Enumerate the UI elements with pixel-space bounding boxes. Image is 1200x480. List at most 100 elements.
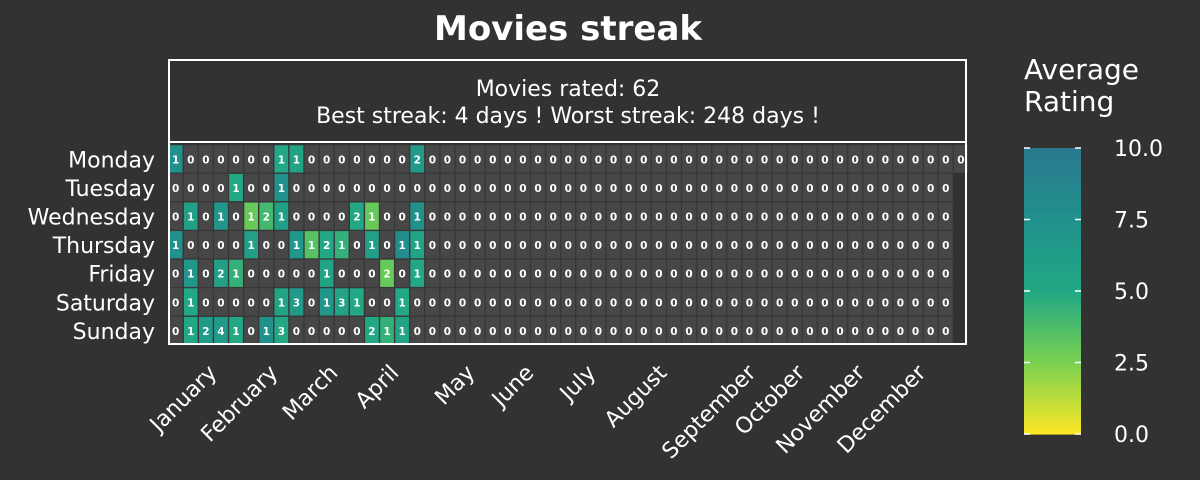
colorbar-step [1024, 262, 1081, 266]
cell-count-label: 0 [670, 212, 677, 224]
heatmap-cell [243, 259, 259, 288]
heatmap-cell [319, 287, 335, 317]
heatmap-cell [470, 230, 486, 259]
heatmap-cell [515, 230, 531, 259]
cell-count-label: 0 [776, 240, 783, 252]
heatmap-cell [379, 230, 395, 259]
cell-count-label: 0 [882, 212, 889, 224]
cell-count-label: 0 [580, 240, 587, 252]
heatmap-cell [409, 173, 425, 202]
cell-count-label: 0 [851, 269, 858, 281]
heatmap-cell [681, 259, 697, 288]
heatmap-cell [681, 201, 697, 231]
heatmap-cell [243, 230, 259, 259]
cell-count-label: 0 [232, 154, 239, 166]
heatmap-cell [802, 287, 818, 317]
colorbar-step [1024, 216, 1081, 221]
heatmap-cell [273, 259, 289, 288]
cell-count-label: 0 [836, 240, 843, 252]
heatmap-cell [651, 173, 667, 202]
heatmap-cell [590, 287, 606, 317]
cell-count-label: 0 [549, 297, 556, 309]
day-label: Monday [68, 148, 155, 173]
heatmap-cell [560, 201, 576, 231]
colorbar-step [1024, 190, 1081, 195]
cell-count-label: 0 [459, 212, 466, 224]
heatmap-cell [787, 259, 803, 288]
cell-count-label: 0 [716, 154, 723, 166]
heatmap-cell [666, 230, 682, 259]
heatmap-cell [877, 287, 893, 317]
heatmap-cell [409, 259, 425, 288]
colorbar-step [1024, 233, 1081, 238]
cell-count-label: 0 [942, 212, 949, 224]
cell-count-label: 0 [368, 154, 375, 166]
cell-count-label: 0 [580, 297, 587, 309]
cell-count-label: 3 [338, 297, 345, 309]
cell-count-label: 0 [565, 297, 572, 309]
cell-count-label: 0 [670, 297, 677, 309]
heatmap-cell [711, 230, 727, 259]
heatmap-cell [228, 173, 244, 202]
colorbar-step [1024, 250, 1081, 255]
colorbar-step [1024, 182, 1081, 186]
colorbar-step [1024, 170, 1081, 175]
heatmap-cell [651, 287, 667, 317]
cell-count-label: 0 [731, 212, 738, 224]
cell-count-label: 0 [867, 154, 874, 166]
heatmap-cell [923, 173, 939, 202]
heatmap-cell [726, 259, 742, 288]
cell-count-label: 0 [398, 183, 405, 195]
heatmap-cell [470, 201, 486, 231]
cell-count-label: 0 [867, 326, 874, 338]
heatmap-cell [515, 144, 531, 174]
cell-count-label: 1 [187, 297, 194, 309]
cell-count-label: 0 [504, 183, 511, 195]
cell-count-label: 0 [474, 240, 481, 252]
cell-count-label: 0 [640, 240, 647, 252]
cell-count-label: 0 [172, 297, 179, 309]
heatmap-cell [560, 259, 576, 288]
heatmap-cell [304, 287, 319, 317]
cell-count-label: 0 [414, 297, 421, 309]
cell-count-label: 0 [957, 154, 964, 166]
cell-count-label: 1 [247, 212, 254, 224]
heatmap-cell [515, 287, 531, 317]
cell-count-label: 0 [821, 183, 828, 195]
colorbar-step [1024, 385, 1081, 389]
cell-count-label: 0 [459, 326, 466, 338]
day-labels: Monday Tuesday Wednesday Thursday Friday Satu… [28, 148, 155, 345]
heatmap-cell [877, 259, 893, 288]
day-label: Friday [88, 263, 155, 288]
colorbar-step [1024, 188, 1081, 192]
heatmap-cell [319, 259, 335, 288]
cell-count-label: 0 [444, 240, 451, 252]
colorbar-step [1024, 291, 1081, 295]
cell-count-label: 2 [217, 269, 224, 281]
cell-count-label: 0 [882, 154, 889, 166]
cell-count-label: 0 [489, 212, 496, 224]
cell-count-label: 0 [716, 326, 723, 338]
cell-count-label: 0 [172, 212, 179, 224]
cell-count-label: 0 [429, 326, 436, 338]
heatmap-cell [847, 287, 863, 317]
cell-count-label: 0 [459, 183, 466, 195]
cell-count-label: 0 [338, 212, 345, 224]
heatmap-cell [198, 173, 214, 202]
heatmap-cell [923, 259, 939, 288]
heatmap-cell [711, 144, 727, 174]
cell-count-label: 0 [625, 240, 632, 252]
cell-count-label: 0 [549, 326, 556, 338]
heatmap-cell [696, 201, 712, 231]
heatmap-cell [439, 287, 455, 317]
day-label: Saturday [56, 291, 155, 316]
heatmap-cell [455, 173, 470, 202]
colorbar-step [1024, 245, 1081, 249]
cell-count-label: 0 [882, 240, 889, 252]
cell-count-label: 0 [882, 269, 889, 281]
cell-count-label: 0 [353, 326, 360, 338]
heatmap-cell [364, 287, 380, 317]
heatmap-cell [606, 201, 622, 231]
heatmap-cell [636, 287, 652, 317]
